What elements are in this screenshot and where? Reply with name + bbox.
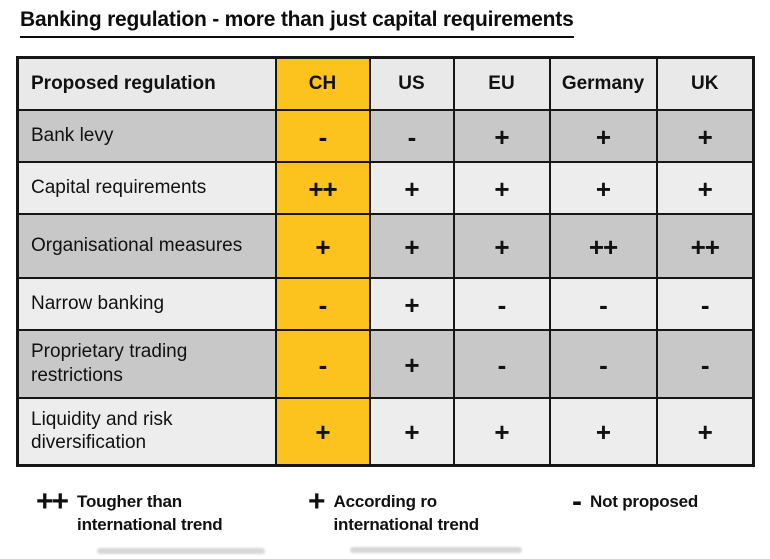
regulation-comparison-table: Proposed regulation CH US EU Germany UK … <box>16 56 755 467</box>
row-label: Liquidity and risk diversification <box>16 396 277 467</box>
table-row-organisational-measures: Organisational measures + + + ++ ++ <box>16 212 755 279</box>
cell-value: + <box>655 396 755 467</box>
cell-value: + <box>548 160 658 215</box>
plus-symbol: + <box>308 485 325 518</box>
minus-symbol: - <box>572 485 582 518</box>
column-header-uk: UK <box>655 56 755 111</box>
cell-value: - <box>274 276 371 331</box>
cell-value: + <box>368 328 455 399</box>
cell-value: + <box>368 396 455 467</box>
legend-label: According ro international trend <box>333 492 480 534</box>
cell-value: - <box>548 328 658 399</box>
column-header-ch: CH <box>274 56 371 111</box>
cell-value: + <box>452 212 551 279</box>
table-row-proprietary-trading-restrictions: Proprietary trading restrictions - + - -… <box>16 328 755 399</box>
cell-value: + <box>452 108 551 163</box>
cell-value: + <box>368 276 455 331</box>
legend-item-tougher: ++ Tougher than international trend <box>36 485 223 536</box>
cell-value: + <box>452 160 551 215</box>
cell-value: - <box>274 108 371 163</box>
legend-item-not-proposed: - Not proposed <box>572 485 699 518</box>
legend-label: Tougher than international trend <box>77 492 223 534</box>
cell-value: - <box>548 276 658 331</box>
table-row-bank-levy: Bank levy - - + + + <box>16 108 755 163</box>
cell-value: ++ <box>548 212 658 279</box>
page-title: Banking regulation - more than just capi… <box>20 8 574 38</box>
row-label: Bank levy <box>16 108 277 163</box>
column-header-proposed-regulation: Proposed regulation <box>16 56 277 111</box>
legend-item-according: + According ro international trend <box>308 485 480 536</box>
screenshot-artifact <box>97 548 265 554</box>
cell-value: + <box>368 160 455 215</box>
cell-value: + <box>548 108 658 163</box>
legend: ++ Tougher than international trend + Ac… <box>0 482 770 559</box>
cell-value: ++ <box>655 212 755 279</box>
cell-value: - <box>368 108 455 163</box>
cell-value: ++ <box>274 160 371 215</box>
table-row-narrow-banking: Narrow banking - + - - - <box>16 276 755 331</box>
row-label: Narrow banking <box>16 276 277 331</box>
cell-value: - <box>655 276 755 331</box>
row-label: Proprietary trading restrictions <box>16 328 277 399</box>
cell-value: - <box>452 276 551 331</box>
column-header-germany: Germany <box>548 56 658 111</box>
cell-value: + <box>548 396 658 467</box>
legend-label: Not proposed <box>590 492 699 511</box>
column-header-us: US <box>368 56 455 111</box>
row-label: Organisational measures <box>16 212 277 279</box>
cell-value: - <box>655 328 755 399</box>
cell-value: + <box>274 396 371 467</box>
cell-value: + <box>368 212 455 279</box>
table-row-liquidity-and-risk-diversification: Liquidity and risk diversification + + +… <box>16 396 755 467</box>
cell-value: + <box>655 160 755 215</box>
cell-value: - <box>274 328 371 399</box>
cell-value: + <box>655 108 755 163</box>
table-header-row: Proposed regulation CH US EU Germany UK <box>16 56 755 111</box>
table-row-capital-requirements: Capital requirements ++ + + + + <box>16 160 755 215</box>
cell-value: + <box>274 212 371 279</box>
row-label: Capital requirements <box>16 160 277 215</box>
plus-plus-symbol: ++ <box>36 485 69 518</box>
cell-value: - <box>452 328 551 399</box>
cell-value: + <box>452 396 551 467</box>
column-header-eu: EU <box>452 56 551 111</box>
screenshot-artifact <box>350 547 522 553</box>
